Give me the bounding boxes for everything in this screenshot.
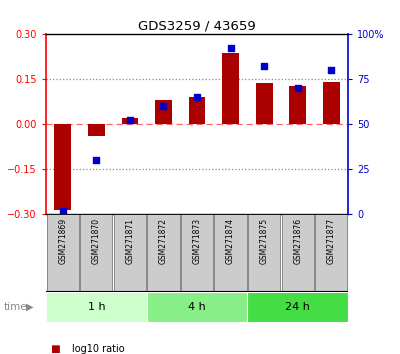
Point — [328, 67, 334, 73]
Bar — [256, 83, 272, 124]
Bar — [114, 214, 146, 292]
Text: GSM271871: GSM271871 — [125, 218, 134, 264]
Text: GSM271869: GSM271869 — [58, 218, 67, 264]
Text: GSM271870: GSM271870 — [92, 218, 101, 264]
Bar — [122, 118, 138, 124]
Point — [60, 208, 66, 213]
Bar — [222, 53, 239, 124]
Text: time: time — [4, 302, 28, 312]
Bar — [248, 214, 280, 292]
Text: GSM271876: GSM271876 — [293, 218, 302, 264]
Point — [227, 45, 234, 51]
Bar — [46, 292, 147, 322]
Bar — [282, 214, 314, 292]
Bar — [323, 82, 340, 124]
Point — [127, 118, 133, 123]
Bar — [147, 214, 180, 292]
Text: GSM271872: GSM271872 — [159, 218, 168, 264]
Text: 4 h: 4 h — [188, 302, 206, 312]
Bar — [80, 214, 112, 292]
Text: 1 h: 1 h — [88, 302, 105, 312]
Text: 24 h: 24 h — [285, 302, 310, 312]
Point — [261, 63, 267, 69]
Bar — [189, 97, 205, 124]
Bar — [88, 124, 105, 136]
Text: GSM271875: GSM271875 — [260, 218, 269, 264]
Title: GDS3259 / 43659: GDS3259 / 43659 — [138, 19, 256, 33]
Text: GSM271877: GSM271877 — [327, 218, 336, 264]
Bar — [315, 214, 347, 292]
Bar — [147, 292, 247, 322]
Point — [160, 103, 167, 109]
Text: GSM271873: GSM271873 — [192, 218, 202, 264]
Bar — [289, 86, 306, 124]
Bar — [214, 214, 247, 292]
Text: ▶: ▶ — [26, 302, 34, 312]
Text: ■: ■ — [50, 344, 60, 354]
Bar — [155, 100, 172, 124]
Bar — [54, 124, 71, 210]
Point — [93, 157, 100, 163]
Bar — [181, 214, 213, 292]
Bar — [247, 292, 348, 322]
Text: log10 ratio: log10 ratio — [72, 344, 125, 354]
Point — [194, 94, 200, 99]
Point — [294, 85, 301, 91]
Bar — [47, 214, 79, 292]
Text: GSM271874: GSM271874 — [226, 218, 235, 264]
